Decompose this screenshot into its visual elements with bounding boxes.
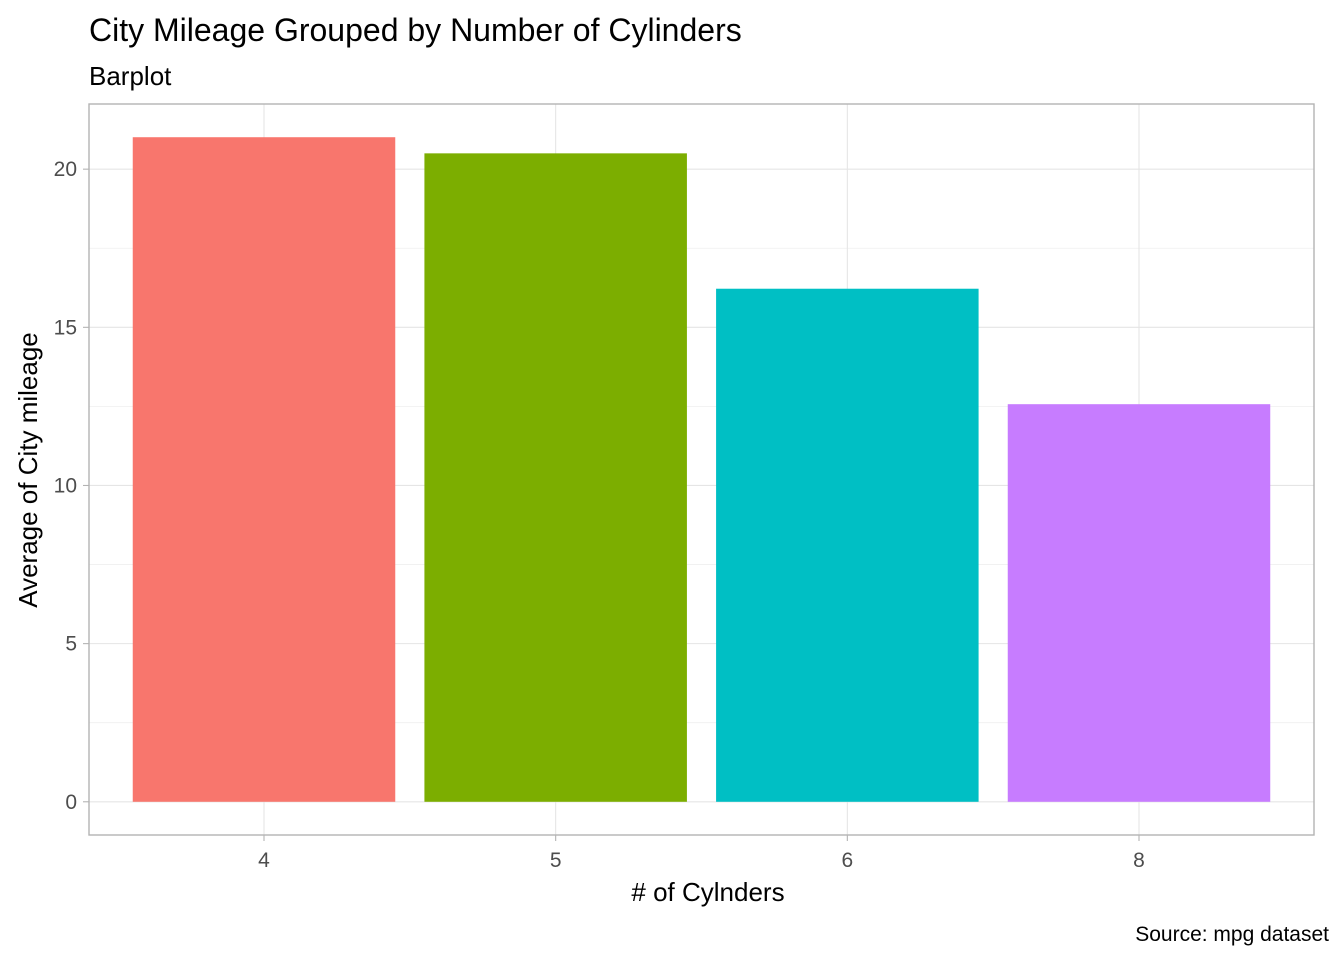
x-axis-title: # of Cylnders <box>631 877 784 907</box>
bar-5-cylinders <box>424 153 687 802</box>
plot-panel-border <box>88 103 1315 836</box>
y-tick-label: 20 <box>54 158 77 181</box>
y-axis-title: Average of City mileage <box>13 332 43 608</box>
chart-title: City Mileage Grouped by Number of Cylind… <box>89 12 742 48</box>
bar-8-cylinders <box>1007 404 1271 802</box>
bars <box>132 137 1271 802</box>
x-tick-label: 6 <box>841 849 853 872</box>
chart-subtitle: Barplot <box>89 61 172 91</box>
y-tick-label: 15 <box>54 316 77 339</box>
y-tick-label: 0 <box>65 791 77 814</box>
x-tick-label: 4 <box>258 849 270 872</box>
bar-4-cylinders <box>132 137 396 802</box>
y-tick-label: 10 <box>54 474 77 497</box>
x-tick-label: 5 <box>550 849 562 872</box>
bar-6-cylinders <box>716 288 979 802</box>
chart-caption: Source: mpg dataset <box>1135 923 1329 946</box>
x-tick-label: 8 <box>1133 849 1145 872</box>
axis-ticks: 0 5 10 15 20 4 5 6 8 <box>54 158 1145 872</box>
y-tick-label: 5 <box>65 633 77 656</box>
